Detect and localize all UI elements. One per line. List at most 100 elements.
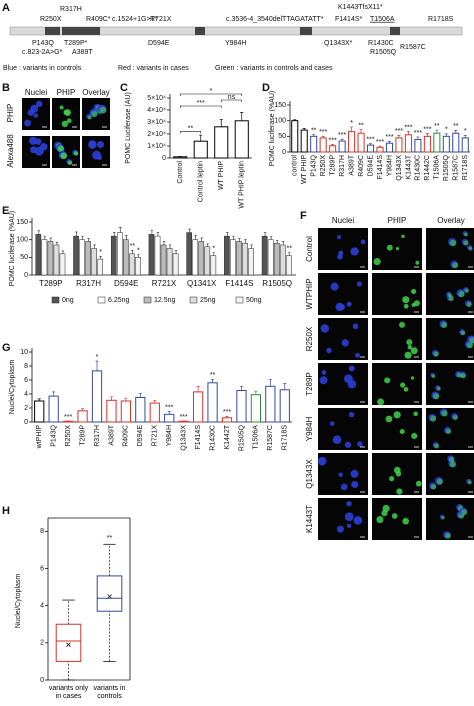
phip-signal <box>377 398 385 406</box>
phip-signal <box>386 244 393 251</box>
nucleus <box>24 119 32 127</box>
bar <box>186 232 193 276</box>
x-tick-label: R1430C <box>415 155 422 181</box>
phip-signal <box>410 347 418 355</box>
phip-signal <box>57 145 65 153</box>
panel-letter: A <box>2 2 10 14</box>
significance: *** <box>165 404 173 411</box>
phip-signal <box>385 415 393 423</box>
phip-signal <box>466 301 472 307</box>
significance: * <box>99 249 102 256</box>
x-tick-label: R721X <box>152 279 177 288</box>
bar <box>395 137 403 153</box>
bar <box>59 253 66 276</box>
error-bar <box>52 391 56 397</box>
nucleus <box>332 435 342 444</box>
legend-text: Green : variants in controls and cases <box>215 65 333 72</box>
significance: *** <box>180 414 188 421</box>
phip-signal <box>464 288 469 293</box>
phip-signal <box>395 246 400 251</box>
x-tick-label: R409C <box>123 425 130 447</box>
nucleus <box>96 141 104 149</box>
error-bar <box>156 232 160 237</box>
nucleus <box>348 365 355 372</box>
panel-letter: H <box>2 505 10 517</box>
significance: * <box>350 120 353 127</box>
bar <box>214 126 229 159</box>
error-bar <box>226 232 229 237</box>
y-tick-label: 8 <box>24 363 28 370</box>
phip-signal <box>434 443 440 449</box>
error-bar <box>435 129 439 134</box>
nucleus <box>34 146 44 156</box>
micrograph <box>318 318 368 360</box>
significance: ** <box>107 535 113 542</box>
bar <box>242 242 248 276</box>
phip-signal <box>433 393 440 400</box>
bar <box>204 246 211 276</box>
bar <box>148 234 155 276</box>
significance: *** <box>197 100 205 107</box>
y-tick-label: 5×10⁴ <box>147 95 166 102</box>
nucleus <box>357 441 363 447</box>
error-bar <box>463 135 467 138</box>
variant-label: R317H <box>60 6 82 13</box>
x-tick-label: T1506A <box>434 155 441 180</box>
column-header: Overlay <box>82 88 110 97</box>
significance: * <box>212 246 215 253</box>
phip-signal <box>458 290 465 298</box>
significance: *** <box>319 129 327 136</box>
mean-marker <box>66 642 71 647</box>
panel-letter: B <box>2 82 10 94</box>
phip-signal <box>461 509 468 516</box>
protein-domain <box>390 27 400 35</box>
error-bar <box>37 230 40 235</box>
phip-signal <box>466 342 473 349</box>
x-tick-label: F1414S <box>377 155 384 180</box>
nucleus <box>319 376 328 385</box>
bar <box>79 239 85 276</box>
significance: *** <box>64 414 72 421</box>
legend-text: 12.5ng <box>154 297 176 304</box>
nucleus <box>336 525 344 533</box>
error-bar <box>93 244 96 249</box>
bar <box>73 235 79 276</box>
variant-label: R1587C <box>400 44 426 51</box>
phip-signal <box>448 456 455 463</box>
bar <box>300 129 308 153</box>
error-bar <box>250 244 253 249</box>
significance: *** <box>366 136 374 143</box>
error-bar <box>444 133 448 137</box>
nucleus <box>336 235 342 240</box>
error-bar <box>162 241 166 245</box>
phip-signal <box>436 478 443 485</box>
significance: ** <box>286 246 292 253</box>
x-tick-label: R1430C <box>209 425 216 451</box>
variant-label: A389T <box>72 49 93 56</box>
significance: ns <box>228 94 236 101</box>
bar <box>433 132 441 153</box>
nucleus <box>353 516 363 525</box>
y-tick-label: 10 <box>20 349 28 356</box>
bar <box>34 400 45 423</box>
x-tick-label: R1587C <box>267 425 274 451</box>
variant-label: K1443TfsX11* <box>338 4 383 11</box>
panel-letter: E <box>2 205 9 217</box>
x-tick-label: R317H <box>339 155 346 177</box>
y-tick-label: 8 <box>40 528 44 535</box>
column-header: PHIP <box>388 216 407 225</box>
error-bar <box>238 238 241 242</box>
nucleus <box>329 421 335 426</box>
error-bar <box>168 244 172 249</box>
error-bar <box>387 140 391 144</box>
phip-signal <box>389 476 395 482</box>
phip-signal <box>395 471 402 477</box>
bar <box>310 135 318 153</box>
bar <box>192 391 204 423</box>
bar <box>452 132 460 153</box>
phip-signal <box>91 110 98 118</box>
x-tick-label: R317H <box>76 279 101 288</box>
x-tick-label: D594E <box>114 279 138 288</box>
panel-letter: C <box>120 82 128 94</box>
phip-signal <box>430 415 437 422</box>
